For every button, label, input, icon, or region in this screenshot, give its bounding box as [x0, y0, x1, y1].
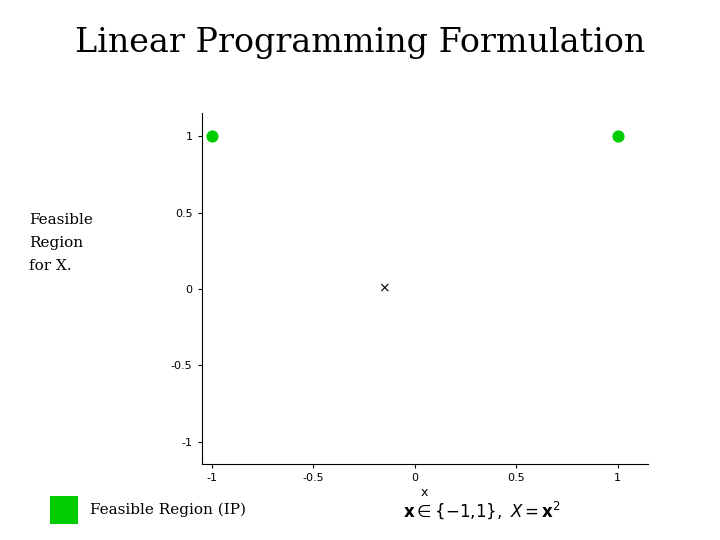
Text: Feasible
Region
for X.: Feasible Region for X.	[29, 213, 93, 273]
Point	[612, 132, 624, 140]
Text: Feasible Region (IP): Feasible Region (IP)	[90, 503, 246, 517]
Text: ×: ×	[378, 282, 390, 296]
Point	[206, 132, 217, 140]
Text: $\mathbf{x} \in \{-1{,}1\},\ X = \mathbf{x}^2$: $\mathbf{x} \in \{-1{,}1\},\ X = \mathbf…	[403, 499, 562, 521]
Text: Linear Programming Formulation: Linear Programming Formulation	[75, 27, 645, 59]
X-axis label: x: x	[421, 486, 428, 499]
